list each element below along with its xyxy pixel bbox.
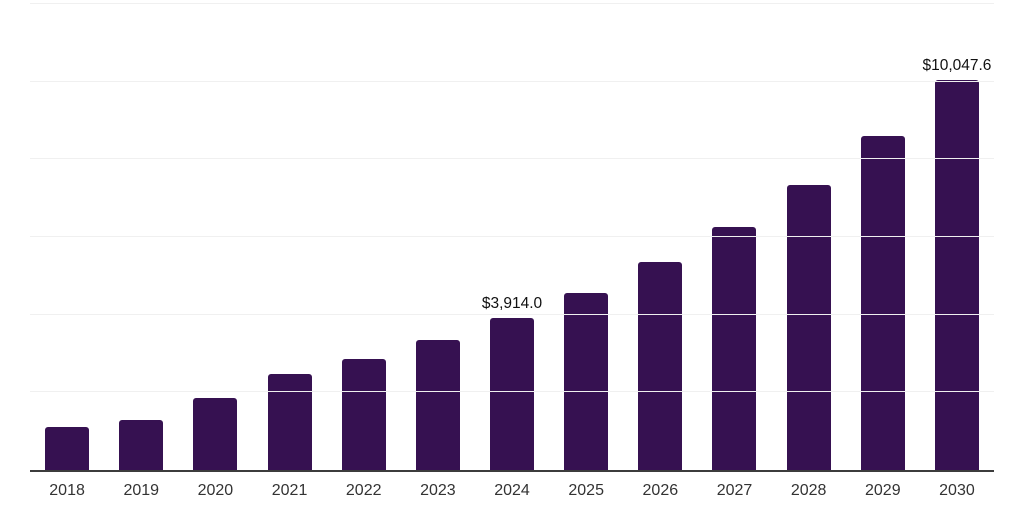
bar-2020	[193, 397, 238, 470]
x-tick-2021: 2021	[271, 482, 308, 499]
bar-slot-2030: $10,047.6	[920, 4, 994, 470]
bar-slot-2023	[401, 4, 475, 470]
bar-2021	[267, 374, 312, 470]
x-tick-2029: 2029	[865, 482, 901, 499]
bar-slot-2029	[846, 4, 920, 470]
x-tick-2024: 2024	[494, 482, 530, 499]
bar-slot-2020	[178, 4, 252, 470]
bar-slot-2028	[772, 4, 846, 470]
value-label-2030: $10,047.6	[922, 56, 992, 74]
x-tick-2025: 2025	[568, 482, 604, 499]
x-tick-2028: 2028	[790, 482, 827, 499]
bar-slot-2026	[623, 4, 697, 470]
plot-area: $3,914.0 $10,047.6	[30, 3, 994, 472]
bar-2025	[564, 292, 609, 470]
bar-2019	[119, 420, 164, 470]
x-tick-2018: 2018	[49, 482, 85, 499]
x-tick-2019: 2019	[123, 482, 160, 499]
bar-2023	[415, 340, 460, 470]
bar-2027	[712, 227, 757, 470]
bar-2022	[341, 358, 386, 470]
bar-slot-2022	[327, 4, 401, 470]
x-tick-2026: 2026	[642, 482, 679, 499]
gridline-2000	[30, 391, 994, 393]
bars-container: $3,914.0 $10,047.6	[30, 4, 994, 470]
gridline-8000	[30, 158, 994, 160]
bar-2018	[45, 427, 90, 470]
x-tick-2023: 2023	[420, 482, 456, 499]
x-tick-2020: 2020	[197, 482, 234, 499]
bar-2029	[860, 136, 905, 470]
x-axis-tick-labels: 2018 2019 2020 2021 2022 2023 2024 2025 2026 2027…	[30, 482, 994, 500]
x-tick-2022: 2022	[345, 482, 382, 499]
bar-slot-2021	[252, 4, 326, 470]
x-tick-2030: 2030	[939, 482, 975, 499]
gridline-12000	[30, 3, 994, 4]
bar-2028	[786, 185, 831, 470]
bar-slot-2025	[549, 4, 623, 470]
gridline-4000	[30, 313, 994, 315]
value-label-2024: $3,914.0	[481, 295, 543, 313]
gridline-10000	[30, 80, 994, 82]
bar-2026	[638, 261, 683, 470]
x-tick-2027: 2027	[716, 482, 753, 499]
gridline-6000	[30, 236, 994, 237]
bar-2024	[490, 318, 535, 470]
bar-2030	[934, 79, 979, 470]
bar-slot-2027	[697, 4, 771, 470]
bar-slot-2019	[104, 4, 178, 470]
bar-slot-2024: $3,914.0	[475, 4, 549, 470]
bar-slot-2018	[30, 4, 104, 470]
